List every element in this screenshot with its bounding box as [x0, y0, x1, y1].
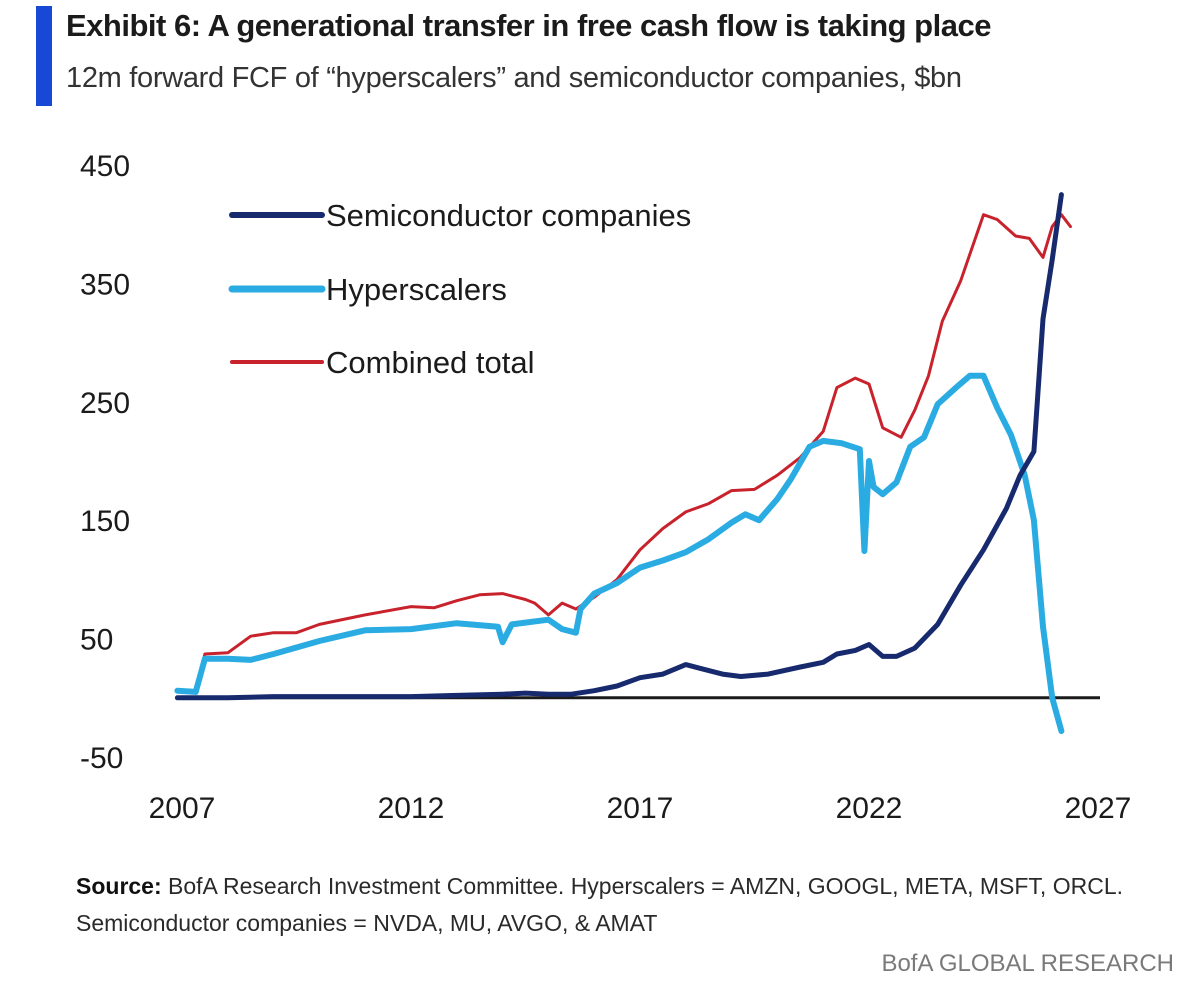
brand-logo-text: BofA GLOBAL RESEARCH	[881, 950, 1174, 977]
series-line-semiconductor-companies	[174, 192, 1064, 701]
x-tick-label: 2007	[149, 792, 216, 825]
y-tick-label: 50	[80, 624, 113, 657]
y-tick-label: -50	[80, 742, 123, 775]
source-label: Source:	[76, 873, 162, 899]
source-line-2: Semiconductor companies = NVDA, MU, AVGO…	[76, 910, 658, 936]
chart-subtitle: 12m forward FCF of “hyperscalers” and se…	[66, 62, 962, 94]
legend: Semiconductor companies Hyperscalers Combi…	[228, 198, 691, 380]
source-note: Source: BofA Research Investment Committ…	[76, 868, 1123, 942]
y-axis-ticks: 450 350 250 150 50 -50	[80, 150, 130, 775]
legend-label: Semiconductor companies	[326, 198, 691, 233]
x-tick-label: 2027	[1065, 792, 1132, 825]
y-tick-label: 150	[80, 505, 130, 538]
accent-bar	[36, 6, 52, 106]
x-tick-label: 2017	[607, 792, 674, 825]
series-lines	[174, 192, 1072, 734]
legend-label: Combined total	[326, 345, 535, 380]
x-tick-label: 2012	[378, 792, 445, 825]
x-tick-label: 2022	[836, 792, 903, 825]
y-tick-label: 450	[80, 150, 130, 183]
line-chart: 450 350 250 150 50 -50 2007 2012 2017 2022 2027 S…	[80, 150, 1132, 825]
y-tick-label: 250	[80, 387, 130, 420]
source-line-1: BofA Research Investment Committee. Hype…	[161, 873, 1124, 899]
series-line-combined-total	[175, 213, 1072, 693]
x-axis-ticks: 2007 2012 2017 2022 2027	[149, 792, 1132, 825]
legend-label: Hyperscalers	[326, 272, 507, 307]
y-tick-label: 350	[80, 268, 130, 301]
series-line-hyperscalers	[174, 372, 1065, 734]
chart-title: Exhibit 6: A generational transfer in fr…	[66, 8, 991, 43]
